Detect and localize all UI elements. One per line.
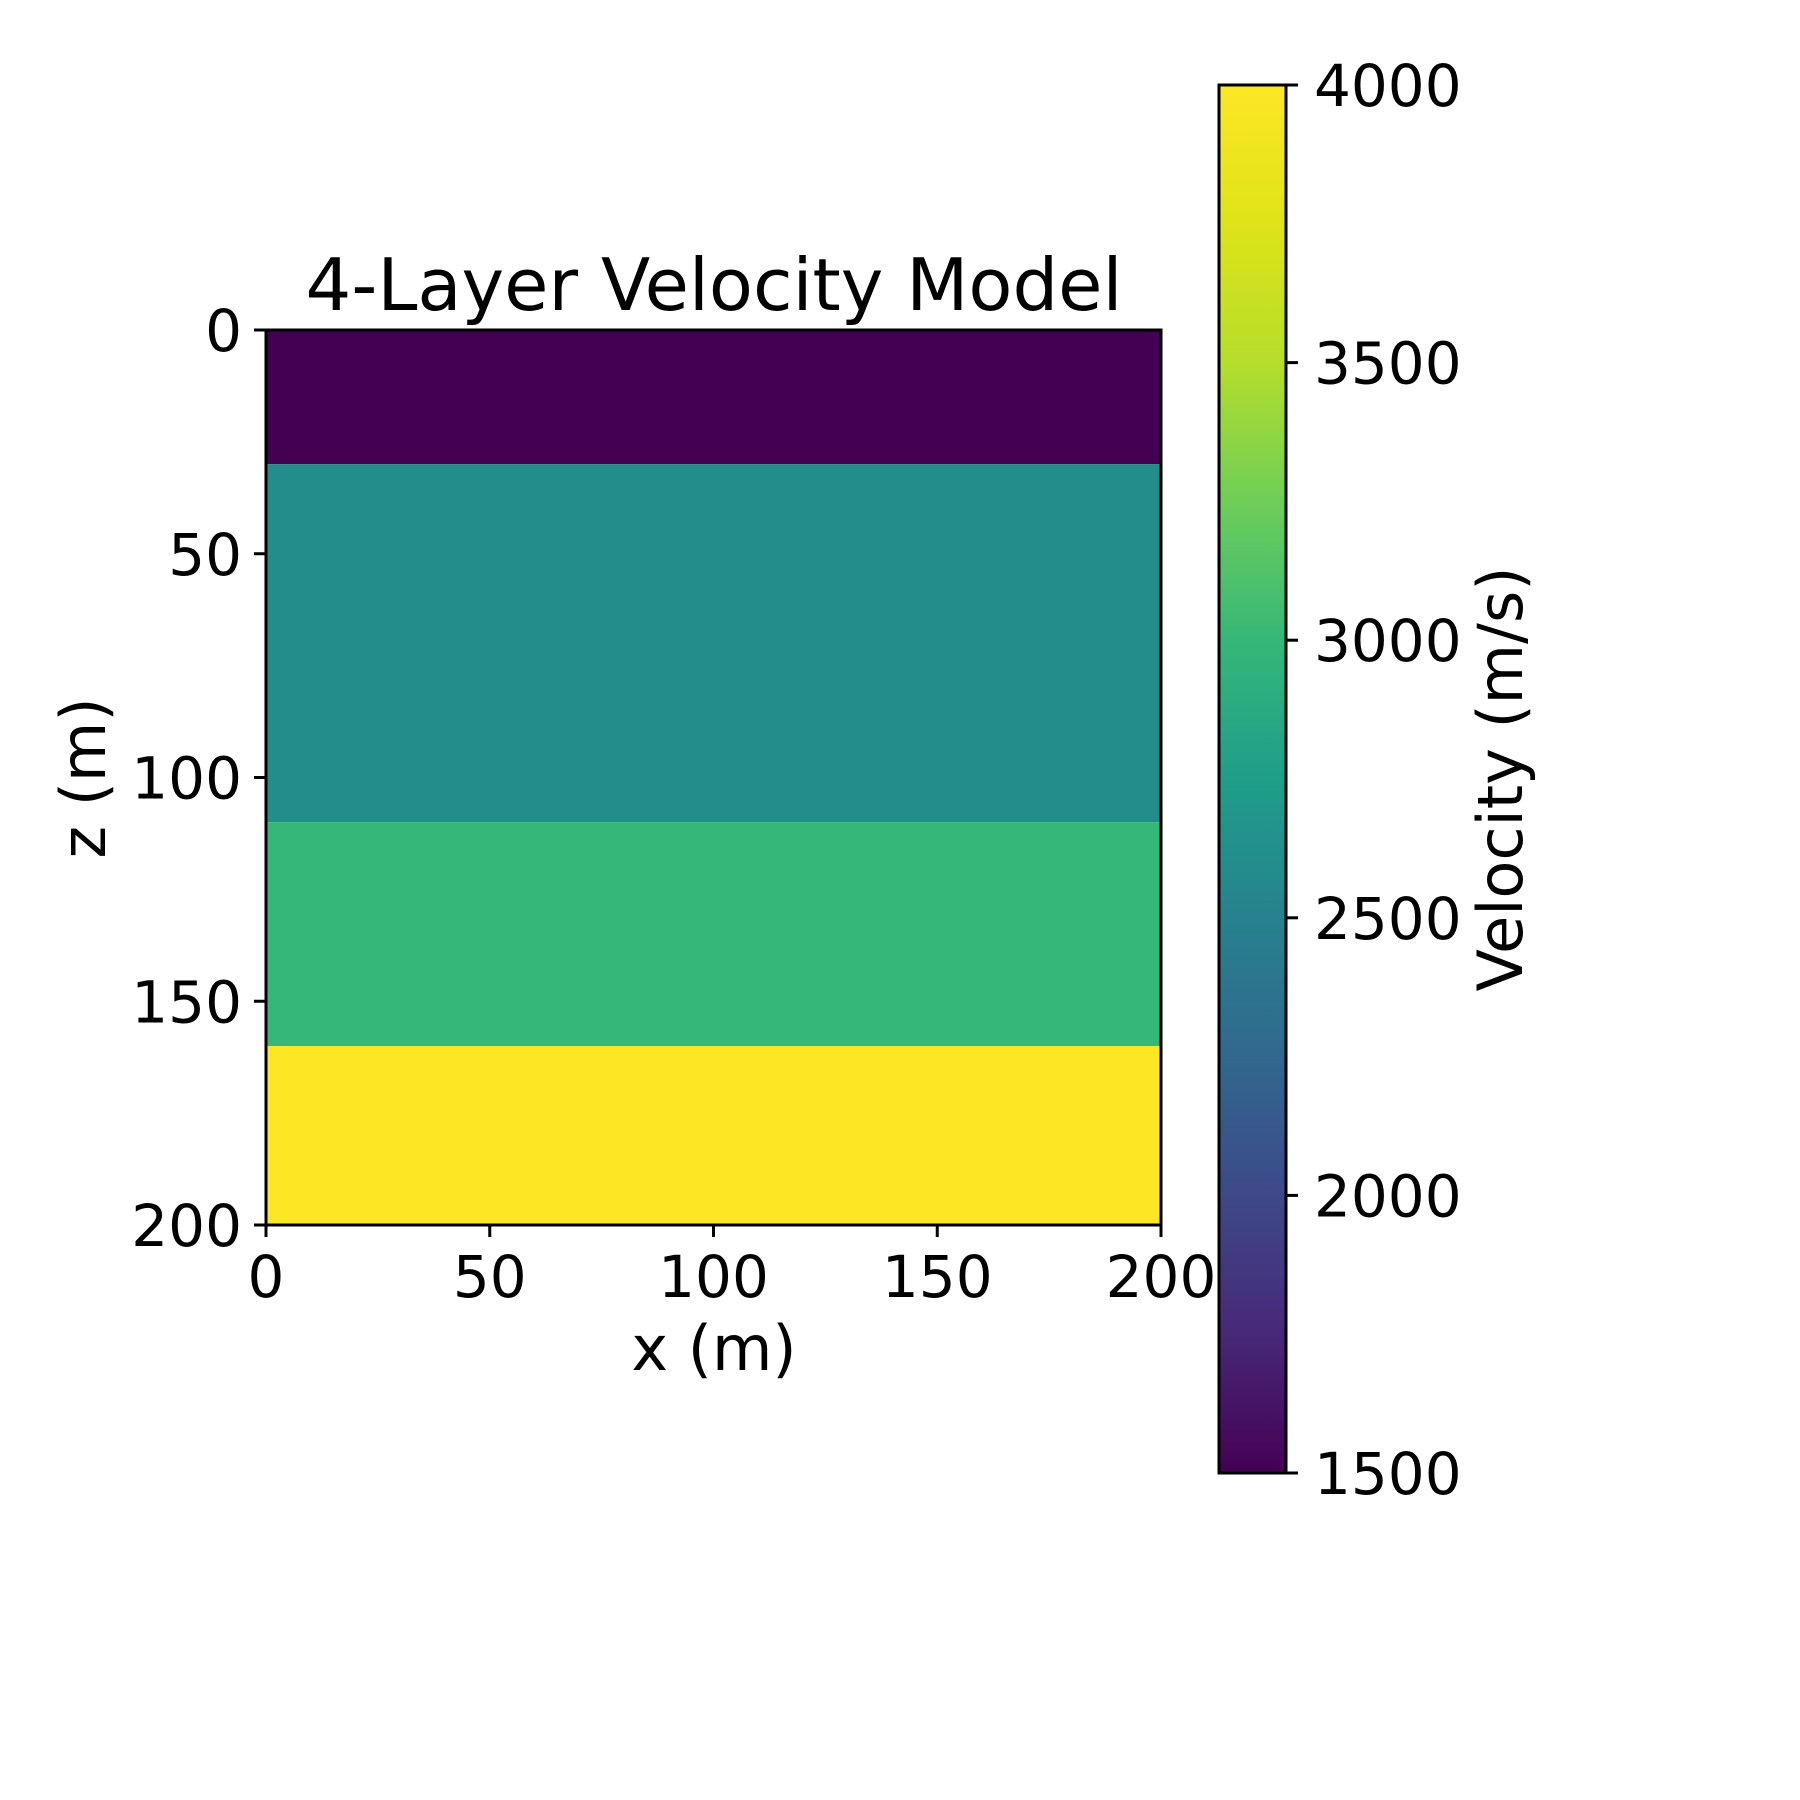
y-tick-label: 100 <box>131 745 242 813</box>
x-axis-label: x (m) <box>631 1312 796 1385</box>
velocity-layer-3 <box>266 822 1161 1046</box>
y-tick-label: 150 <box>131 968 242 1036</box>
colorbar-tick-label: 2000 <box>1314 1162 1462 1230</box>
y-tick-label: 50 <box>168 521 242 589</box>
colorbar-ticks: 1500 2000 2500 3000 3500 4000 <box>1286 52 1462 1508</box>
colorbar <box>1217 83 1288 1475</box>
colorbar-tick-label: 3000 <box>1314 607 1462 675</box>
velocity-layer-1 <box>266 330 1161 465</box>
velocity-layer-4 <box>266 1046 1161 1225</box>
x-tick-label: 0 <box>248 1243 285 1311</box>
x-tick-label: 100 <box>658 1243 769 1311</box>
x-axis-ticks: 0 50 100 150 200 <box>248 1225 1217 1311</box>
velocity-layers <box>266 330 1161 1225</box>
velocity-layer-2 <box>266 464 1161 823</box>
colorbar-tick-label: 4000 <box>1314 52 1462 120</box>
colorbar-label: Velocity (m/s) <box>1464 567 1537 992</box>
x-tick-label: 200 <box>1106 1243 1217 1311</box>
x-tick-label: 150 <box>882 1243 993 1311</box>
chart-title: 4-Layer Velocity Model <box>306 243 1123 327</box>
y-tick-label: 200 <box>131 1192 242 1260</box>
colorbar-tick-label: 2500 <box>1314 885 1462 953</box>
x-tick-label: 50 <box>453 1243 527 1311</box>
y-tick-label: 0 <box>205 297 242 365</box>
y-axis-ticks: 0 50 100 150 200 <box>131 297 266 1260</box>
colorbar-tick-label: 1500 <box>1314 1440 1462 1508</box>
colorbar-tick-label: 3500 <box>1314 330 1462 398</box>
y-axis-label: z (m) <box>47 697 120 858</box>
plot-frame <box>264 328 1163 1227</box>
